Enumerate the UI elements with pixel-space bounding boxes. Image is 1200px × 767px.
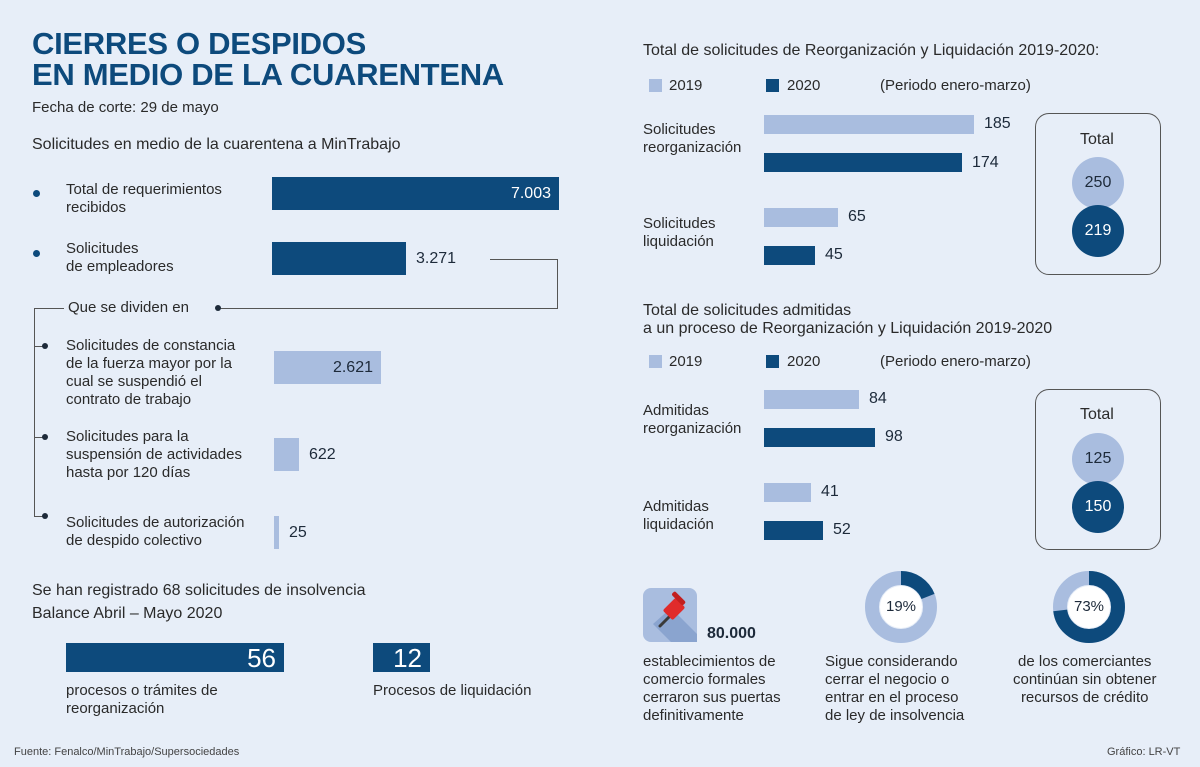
bar-liq-2019 <box>764 208 838 227</box>
total-2019-circle: 250 <box>1072 157 1124 209</box>
category-label: Solicitudes de autorización de despido c… <box>66 514 245 549</box>
period-note: (Periodo enero-marzo) <box>880 77 1031 94</box>
donut-value-label: 19% <box>885 598 917 615</box>
category-label: Solicitudes para la suspensión de activi… <box>66 428 242 481</box>
value-label: 41 <box>821 483 839 500</box>
connector-line <box>490 259 558 260</box>
total-2020-circle: 219 <box>1072 205 1124 257</box>
bullet <box>33 190 40 197</box>
bar-liquidation-processes: 12 <box>373 643 430 673</box>
value-label: 174 <box>972 154 999 171</box>
bullet <box>33 250 40 257</box>
donut-slice <box>1053 571 1125 643</box>
left-section-title: Solicitudes en medio de la cuarentena a … <box>32 136 401 153</box>
category-label: procesos o trámites de reorganización <box>66 682 218 717</box>
bracket-dot <box>42 343 48 349</box>
legend-swatch-2020 <box>766 355 779 368</box>
legend-2019: 2019 <box>669 353 703 370</box>
chart1-title: Total de solicitudes de Reorganización y… <box>643 42 1100 59</box>
period-note: (Periodo enero-marzo) <box>880 353 1031 370</box>
bar-adm-reorg-2020 <box>764 428 875 447</box>
credit-note: Gráfico: LR-VT <box>1107 746 1181 758</box>
page-title: CIERRES O DESPIDOS EN MEDIO DE LA CUAREN… <box>32 28 504 90</box>
totals-box <box>1035 389 1161 550</box>
value-label: 3.271 <box>416 250 457 267</box>
category-label: Solicitudes de empleadores <box>66 240 174 275</box>
bar-adm-liq-2019 <box>764 483 811 502</box>
bar-liq-2020 <box>764 246 815 265</box>
connector-dot <box>215 305 221 311</box>
establishments-value: 80.000 <box>707 625 756 642</box>
bar-total-requests: 7.003 <box>272 177 559 210</box>
bar-adm-reorg-2019 <box>764 390 859 409</box>
bracket-dot <box>42 434 48 440</box>
bracket-line <box>34 308 35 516</box>
total-2019-circle: 125 <box>1072 433 1124 485</box>
title-line-1: CIERRES O DESPIDOS <box>32 26 366 61</box>
category-label: Admitidas reorganización <box>643 402 742 437</box>
category-label: Total de requerimientos recibidos <box>66 181 222 216</box>
value-label: 98 <box>885 428 903 445</box>
bar-employer-requests <box>272 242 406 275</box>
connector-line <box>557 259 558 309</box>
legend-swatch-2020 <box>766 79 779 92</box>
bracket-tick <box>34 516 44 517</box>
donut-center <box>1068 586 1110 628</box>
value-label: 622 <box>309 446 336 463</box>
title-line-2: EN MEDIO DE LA CUARENTENA <box>32 57 504 92</box>
bar-suspension <box>274 438 299 471</box>
donut-center <box>880 586 922 628</box>
bar-reorg-2019 <box>764 115 974 134</box>
split-label: Que se dividen en <box>68 299 189 316</box>
bracket-tick <box>34 346 44 347</box>
insolvency-title: Se han registrado 68 solicitudes de inso… <box>32 582 366 599</box>
bracket-dot <box>42 513 48 519</box>
donut-caption: de los comerciantes continúan sin obtene… <box>1013 653 1157 706</box>
bar-reorganization-processes: 56 <box>66 643 284 673</box>
value-label: 52 <box>833 521 851 538</box>
donut-caption: Sigue considerando cerrar el negocio o e… <box>825 653 965 724</box>
cutoff-date: Fecha de corte: 29 de mayo <box>32 99 219 116</box>
total-label: Total <box>1080 406 1114 423</box>
bar-adm-liq-2020 <box>764 521 823 540</box>
legend-swatch-2019 <box>649 355 662 368</box>
donut-chart-19 <box>865 571 937 643</box>
category-label: Solicitudes de constancia de la fuerza m… <box>66 337 236 408</box>
pushpin-icon <box>643 588 697 642</box>
legend-swatch-2019 <box>649 79 662 92</box>
value-label: 25 <box>289 524 307 541</box>
bar-force-majeure: 2.621 <box>274 351 381 384</box>
total-label: Total <box>1080 131 1114 148</box>
bracket-tick <box>34 437 44 438</box>
source-note: Fuente: Fenalco/MinTrabajo/Supersociedad… <box>14 746 240 758</box>
donut-value-label: 73% <box>1073 598 1105 615</box>
chart2-title: Total de solicitudes admitidas a un proc… <box>643 302 1053 337</box>
value-label: 84 <box>869 390 887 407</box>
legend-2020: 2020 <box>787 353 821 370</box>
category-label: Procesos de liquidación <box>373 682 532 699</box>
connector-line <box>34 308 64 309</box>
establishments-text: establecimientos de comercio formales ce… <box>643 653 781 724</box>
value-label: 45 <box>825 246 843 263</box>
value-label: 185 <box>984 115 1011 132</box>
bar-collective-dismissal <box>274 516 279 549</box>
donut-slice <box>865 571 937 643</box>
category-label: Solicitudes liquidación <box>643 215 716 250</box>
connector-line <box>218 308 558 309</box>
category-label: Solicitudes reorganización <box>643 121 742 156</box>
value-label: 65 <box>848 208 866 225</box>
total-2020-circle: 150 <box>1072 481 1124 533</box>
category-label: Admitidas liquidación <box>643 498 714 533</box>
totals-box <box>1035 113 1161 275</box>
insolvency-subtitle: Balance Abril – Mayo 2020 <box>32 605 223 622</box>
donut-chart-73 <box>1053 571 1125 643</box>
bar-reorg-2020 <box>764 153 962 172</box>
legend-2020: 2020 <box>787 77 821 94</box>
legend-2019: 2019 <box>669 77 703 94</box>
